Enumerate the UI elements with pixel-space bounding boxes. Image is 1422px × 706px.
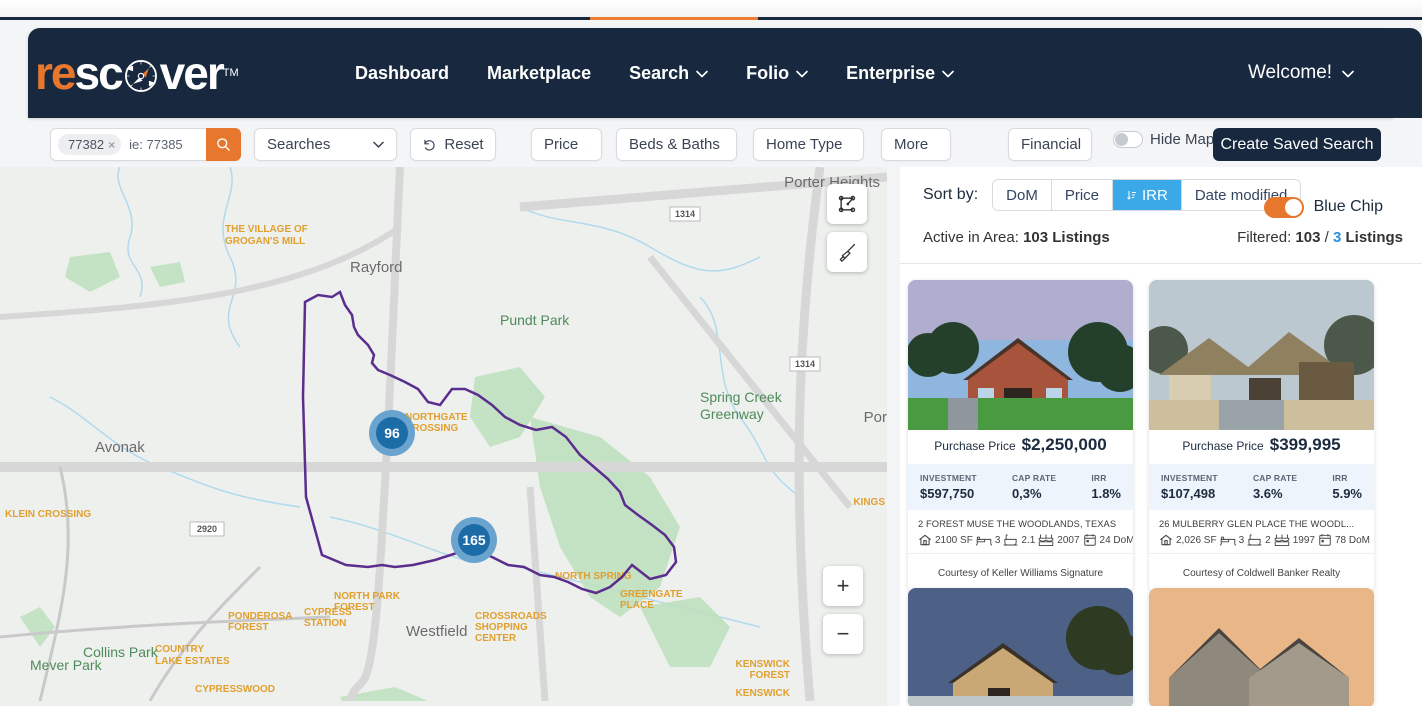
svg-text:2920: 2920 — [197, 524, 217, 534]
svg-text:Greenway: Greenway — [700, 406, 764, 422]
svg-text:1314: 1314 — [795, 359, 815, 369]
svg-text:Por: Por — [864, 409, 887, 426]
svg-text:PONDEROSA: PONDEROSA — [228, 611, 292, 622]
svg-text:COUNTRY: COUNTRY — [155, 644, 204, 655]
svg-text:Avonak: Avonak — [95, 439, 145, 456]
svg-text:Mever Park: Mever Park — [30, 657, 103, 673]
svg-text:KINGS: KINGS — [853, 497, 885, 508]
svg-text:CENTER: CENTER — [475, 633, 517, 644]
svg-text:GROGAN'S MILL: GROGAN'S MILL — [225, 236, 305, 247]
svg-text:LAKE ESTATES: LAKE ESTATES — [155, 656, 230, 667]
svg-text:PLACE: PLACE — [620, 600, 654, 611]
svg-text:Spring Creek: Spring Creek — [700, 389, 783, 405]
svg-text:96: 96 — [384, 425, 400, 441]
svg-text:STATION: STATION — [304, 618, 346, 629]
svg-text:Rayford: Rayford — [350, 259, 403, 276]
svg-text:CYPRESSWOOD: CYPRESSWOOD — [195, 684, 275, 695]
svg-text:THE VILLAGE OF: THE VILLAGE OF — [225, 224, 308, 235]
svg-text:KENSWICK: KENSWICK — [736, 659, 791, 670]
svg-text:KLEIN CROSSING: KLEIN CROSSING — [5, 509, 91, 520]
svg-text:NORTHGATE: NORTHGATE — [405, 412, 468, 423]
svg-text:1314: 1314 — [675, 209, 695, 219]
svg-text:Pundt Park: Pundt Park — [500, 312, 570, 328]
svg-text:SHOPPING: SHOPPING — [475, 622, 528, 633]
svg-text:Westfield: Westfield — [406, 623, 467, 640]
svg-text:KENSWICK: KENSWICK — [736, 688, 791, 699]
svg-text:FOREST: FOREST — [749, 670, 790, 681]
svg-text:CROSSROADS: CROSSROADS — [475, 611, 547, 622]
svg-text:GREENGATE: GREENGATE — [620, 589, 683, 600]
svg-text:FOREST: FOREST — [334, 602, 375, 613]
svg-text:NORTH PARK: NORTH PARK — [334, 591, 401, 602]
svg-text:165: 165 — [462, 532, 486, 548]
svg-text:FOREST: FOREST — [228, 622, 269, 633]
